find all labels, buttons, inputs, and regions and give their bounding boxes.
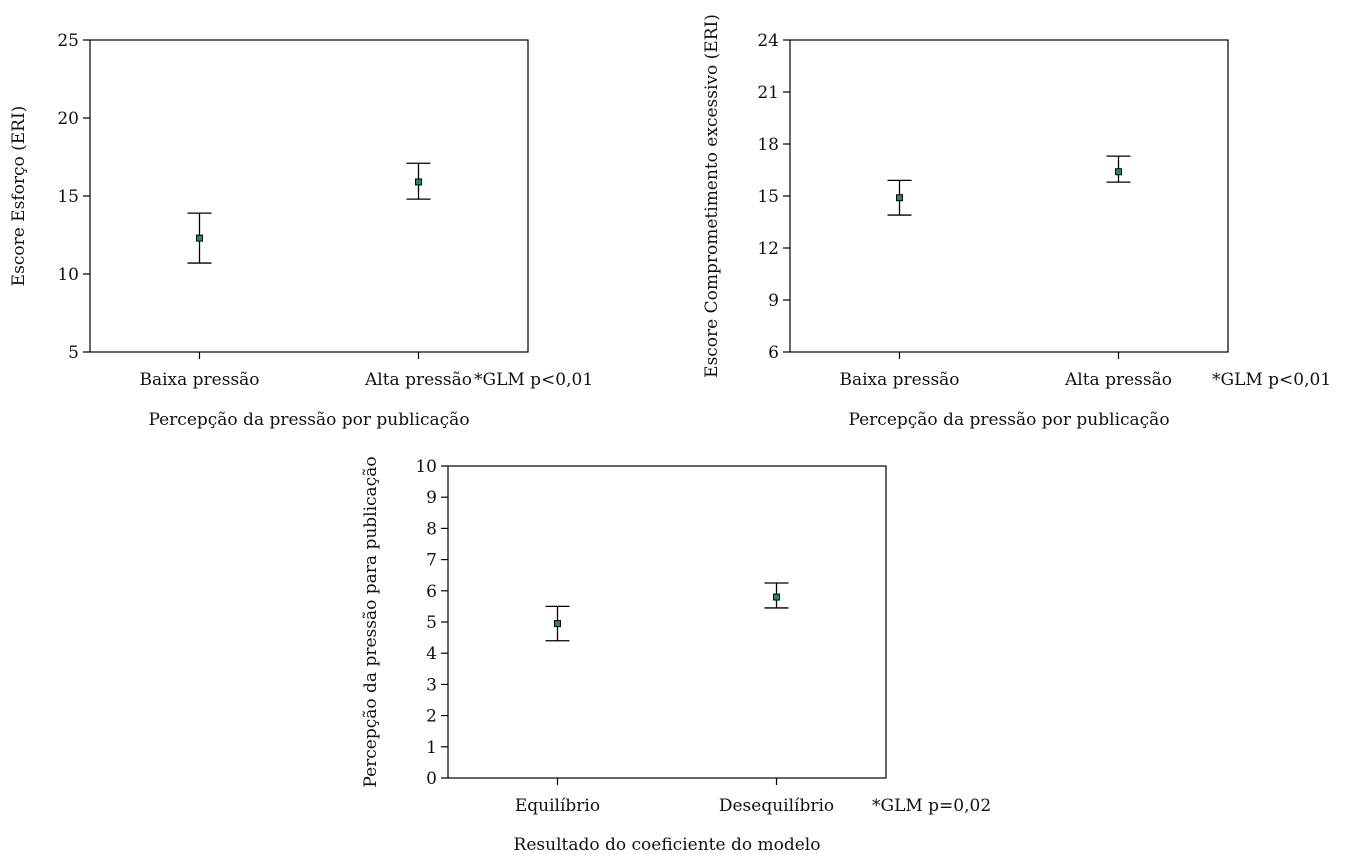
plot-frame: [89, 39, 529, 353]
y-tick-label: 1: [426, 738, 437, 758]
y-tick-label: 15: [57, 187, 79, 207]
x-axis-label: Resultado do coeficiente do modelo: [514, 835, 821, 854]
y-tick-label: 10: [57, 265, 79, 285]
y-tick-label: 3: [426, 675, 437, 695]
y-tick-label: 15: [757, 187, 779, 207]
x-tick-label: Alta pressão: [364, 370, 472, 390]
x-tick-label: Baixa pressão: [839, 370, 959, 390]
chart-pressao-publicacao: 0 1 2 3 4 5 6 7 8 9 10 Equilíbrio Desequilíbrio Resul…: [361, 456, 991, 854]
y-tick-label: 0: [426, 769, 437, 789]
significance-note: *GLM p<0,01: [474, 370, 593, 390]
y-tick-label: 5: [68, 343, 79, 363]
mean-point: [415, 178, 422, 186]
y-axis-label: Escore Comprometimento excessivo (ERI): [702, 14, 722, 378]
x-tick-label: Equilíbrio: [515, 796, 600, 816]
x-tick-label: Desequilíbrio: [719, 796, 834, 816]
y-tick-label: 9: [768, 291, 779, 311]
mean-point: [196, 234, 203, 242]
y-axis-label: Percepção da pressão para publicação: [361, 456, 381, 787]
y-tick-label: 4: [426, 644, 437, 664]
y-tick-label: 8: [426, 519, 437, 539]
x-axis-label: Percepção da pressão por publicação: [848, 410, 1169, 430]
x-tick-label: Alta pressão: [1064, 370, 1172, 390]
y-tick-label: 10: [415, 457, 437, 477]
y-tick-label: 25: [57, 31, 79, 51]
y-tick-label: 21: [757, 83, 779, 103]
mean-point: [896, 194, 903, 202]
y-tick-label: 18: [757, 135, 779, 155]
x-axis-label: Percepção da pressão por publicação: [148, 410, 469, 430]
mean-point: [1115, 168, 1122, 176]
chart-comprometimento: 6 9 12 15 18 21 24 Baixa pressão Alta pressão Per…: [702, 14, 1331, 430]
y-tick-label: 5: [426, 613, 437, 633]
y-tick-label: 20: [57, 109, 79, 129]
y-tick-label: 6: [426, 582, 437, 602]
y-tick-label: 6: [768, 343, 779, 363]
mean-point: [554, 620, 561, 628]
plot-frame: [789, 39, 1229, 353]
y-tick-label: 7: [426, 551, 437, 571]
chart-esforco: 5 10 15 20 25 Baixa pressão Alta pressão Percep…: [9, 31, 593, 430]
mean-point: [773, 593, 780, 601]
y-tick-label: 9: [426, 488, 437, 508]
x-tick-label: Baixa pressão: [139, 370, 259, 390]
significance-note: *GLM p<0,01: [1212, 370, 1331, 390]
y-tick-label: 2: [426, 707, 437, 727]
y-axis-label: Escore Esforço (ERI): [9, 106, 29, 287]
plot-frame: [447, 465, 887, 779]
y-tick-label: 12: [757, 239, 779, 259]
y-tick-label: 24: [757, 31, 779, 51]
significance-note: *GLM p=0,02: [872, 796, 991, 816]
